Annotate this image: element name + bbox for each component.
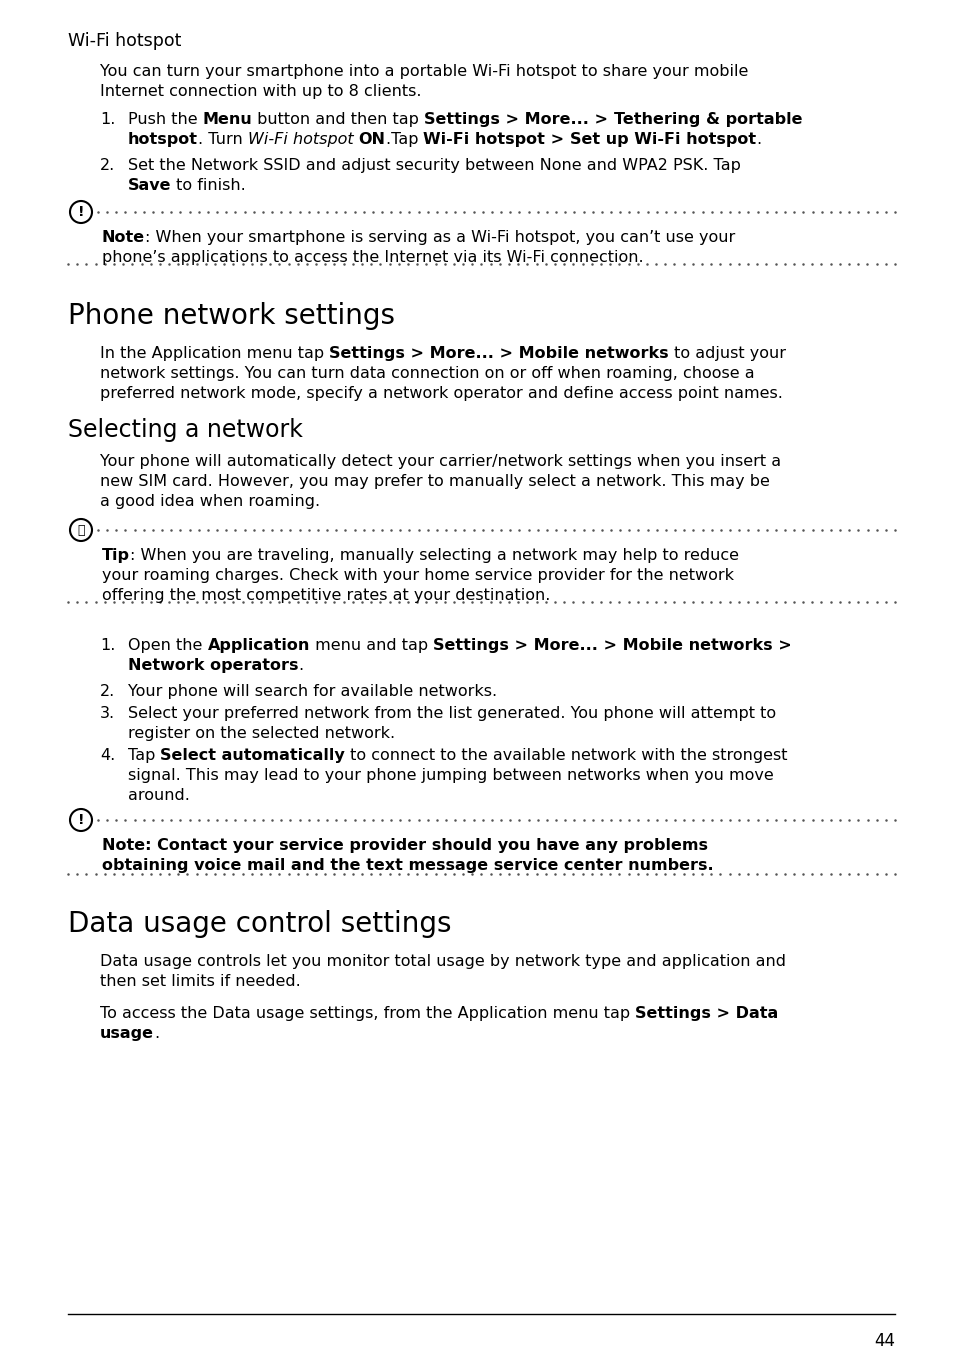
Text: Note: Contact your service provider should you have any problems: Note: Contact your service provider shou… xyxy=(102,838,707,853)
Text: Wi-Fi hotspot: Wi-Fi hotspot xyxy=(248,132,354,147)
Text: 1.: 1. xyxy=(100,638,115,653)
Text: 2.: 2. xyxy=(100,158,115,173)
Text: Open the: Open the xyxy=(128,638,208,653)
Text: Application: Application xyxy=(208,638,310,653)
Text: Internet connection with up to 8 clients.: Internet connection with up to 8 clients… xyxy=(100,84,421,99)
Text: !: ! xyxy=(77,813,84,827)
Text: Settings > More... > Mobile networks: Settings > More... > Mobile networks xyxy=(329,346,668,361)
Text: network settings. You can turn data connection on or off when roaming, choose a: network settings. You can turn data conn… xyxy=(100,366,754,381)
Text: 44: 44 xyxy=(873,1332,894,1351)
Text: In the Application menu tap: In the Application menu tap xyxy=(100,346,329,361)
Text: Note: Note xyxy=(102,230,145,245)
Text: Push the: Push the xyxy=(128,112,203,127)
Text: Network operators: Network operators xyxy=(128,658,298,673)
Text: To access the Data usage settings, from the Application menu tap: To access the Data usage settings, from … xyxy=(100,1006,635,1021)
Text: You can turn your smartphone into a portable Wi-Fi hotspot to share your mobile: You can turn your smartphone into a port… xyxy=(100,64,747,78)
Text: register on the selected network.: register on the selected network. xyxy=(128,726,395,741)
Text: Menu: Menu xyxy=(203,112,253,127)
Text: menu and tap: menu and tap xyxy=(310,638,433,653)
Text: obtaining voice mail and the text message service center numbers.: obtaining voice mail and the text messag… xyxy=(102,859,713,873)
Text: .: . xyxy=(298,658,303,673)
Text: Wi-Fi hotspot: Wi-Fi hotspot xyxy=(68,32,181,50)
Text: Select automatically: Select automatically xyxy=(160,748,345,763)
Text: Selecting a network: Selecting a network xyxy=(68,418,302,442)
Text: phone’s applications to access the Internet via its Wi-Fi connection.: phone’s applications to access the Inter… xyxy=(102,250,643,265)
Text: Select your preferred network from the list generated. You phone will attempt to: Select your preferred network from the l… xyxy=(128,706,776,721)
Text: Wi-Fi hotspot: Wi-Fi hotspot xyxy=(423,132,544,147)
Text: Data usage controls let you monitor total usage by network type and application : Data usage controls let you monitor tota… xyxy=(100,955,785,969)
Text: Save: Save xyxy=(128,178,172,193)
Text: offering the most competitive rates at your destination.: offering the most competitive rates at y… xyxy=(102,588,550,603)
Text: >: > xyxy=(544,132,569,147)
Text: Settings > More... >: Settings > More... > xyxy=(424,112,614,127)
Text: : When your smartphone is serving as a Wi-Fi hotspot, you can’t use your: : When your smartphone is serving as a W… xyxy=(145,230,735,245)
Text: Phone network settings: Phone network settings xyxy=(68,301,395,330)
Text: .: . xyxy=(755,132,760,147)
Text: preferred network mode, specify a network operator and define access point names: preferred network mode, specify a networ… xyxy=(100,387,782,402)
Text: new SIM card. However, you may prefer to manually select a network. This may be: new SIM card. However, you may prefer to… xyxy=(100,475,769,489)
Text: around.: around. xyxy=(128,788,190,803)
Text: . Turn: . Turn xyxy=(198,132,248,147)
Text: : When you are traveling, manually selecting a network may help to reduce: : When you are traveling, manually selec… xyxy=(130,548,739,562)
Text: ON: ON xyxy=(358,132,385,147)
Text: Set up Wi-Fi hotspot: Set up Wi-Fi hotspot xyxy=(569,132,755,147)
Text: 4.: 4. xyxy=(100,748,115,763)
Text: .: . xyxy=(153,1026,159,1041)
Text: 3.: 3. xyxy=(100,706,115,721)
Text: Your phone will automatically detect your carrier/network settings when you inse: Your phone will automatically detect you… xyxy=(100,454,781,469)
Text: signal. This may lead to your phone jumping between networks when you move: signal. This may lead to your phone jump… xyxy=(128,768,773,783)
Text: then set limits if needed.: then set limits if needed. xyxy=(100,973,300,990)
Text: !: ! xyxy=(77,206,84,219)
Text: Tap: Tap xyxy=(128,748,160,763)
Text: hotspot: hotspot xyxy=(128,132,198,147)
Text: 2.: 2. xyxy=(100,684,115,699)
Text: Data usage control settings: Data usage control settings xyxy=(68,910,451,938)
Text: Set the Network SSID and adjust security between None and WPA2 PSK. Tap: Set the Network SSID and adjust security… xyxy=(128,158,740,173)
Text: 1.: 1. xyxy=(100,112,115,127)
Text: Settings > More... > Mobile networks >: Settings > More... > Mobile networks > xyxy=(433,638,791,653)
Text: to adjust your: to adjust your xyxy=(668,346,785,361)
Text: .Tap: .Tap xyxy=(385,132,423,147)
Text: to finish.: to finish. xyxy=(172,178,246,193)
Text: a good idea when roaming.: a good idea when roaming. xyxy=(100,493,320,508)
Text: Tethering & portable: Tethering & portable xyxy=(614,112,801,127)
Text: your roaming charges. Check with your home service provider for the network: your roaming charges. Check with your ho… xyxy=(102,568,733,583)
Text: Tip: Tip xyxy=(102,548,130,562)
Text: to connect to the available network with the strongest: to connect to the available network with… xyxy=(345,748,787,763)
Text: button and then tap: button and then tap xyxy=(253,112,424,127)
Text: usage: usage xyxy=(100,1026,153,1041)
Text: ⚿: ⚿ xyxy=(77,523,85,537)
Text: Settings > Data: Settings > Data xyxy=(635,1006,778,1021)
Text: Your phone will search for available networks.: Your phone will search for available net… xyxy=(128,684,497,699)
